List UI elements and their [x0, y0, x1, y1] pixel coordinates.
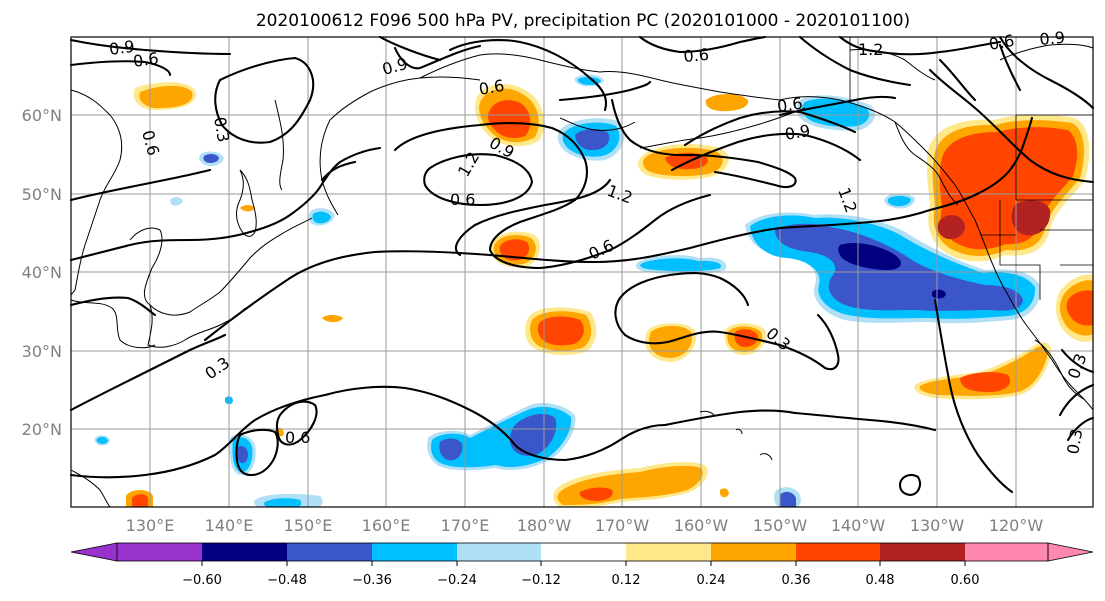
lon-label: 150°W [753, 516, 808, 535]
lon-label: 170°E [441, 516, 490, 535]
lon-label: 150°E [284, 516, 333, 535]
lon-label: 160°W [674, 516, 729, 535]
colorbar-segment [541, 543, 626, 561]
colorbar-tick-label: −0.60 [182, 573, 222, 588]
lon-label: 140°W [831, 516, 886, 535]
colorbar-tick-label: −0.12 [521, 573, 561, 588]
colorbar-segment [626, 543, 711, 561]
lat-label: 40°N [22, 263, 62, 282]
latitude-labels: 60°N 50°N 40°N 30°N 20°N [22, 106, 62, 439]
colorbar-tick-label: 0.12 [612, 573, 641, 588]
lat-label: 50°N [22, 185, 62, 204]
colorbar-segment [457, 543, 541, 561]
colorbar-segment [711, 543, 796, 561]
colorbar-segment [287, 543, 372, 561]
colorbar-tick-label: −0.36 [352, 573, 392, 588]
colorbar-tick-label: 0.36 [782, 573, 811, 588]
map-panel: 0.9 0.6 0.3 0.6 0.9 0.6 0.6 1.2 0.6 0.9 … [69, 28, 1095, 508]
lon-label: 160°E [362, 516, 411, 535]
lon-label: 140°E [205, 516, 254, 535]
contour-label: 0.6 [132, 49, 160, 71]
contour-label: 0.9 [783, 121, 811, 144]
political-borders [849, 37, 1093, 300]
lat-label: 20°N [22, 420, 62, 439]
figure-title: 2020100612 F096 500 hPa PV, precipitatio… [256, 11, 910, 31]
contour-label: 0.6 [285, 428, 310, 447]
contour-label: 0.6 [776, 94, 804, 116]
colorbar-tick-label: −0.24 [437, 573, 477, 588]
colorbar-tick-label: 0.24 [697, 573, 726, 588]
contour-label: 0.3 [1063, 427, 1086, 455]
lon-label: 130°E [126, 516, 175, 535]
colorbar-extend-high [1047, 542, 1094, 562]
lat-label: 60°N [22, 106, 62, 125]
lon-label: 120°W [989, 516, 1044, 535]
colorbar-tick-label: −0.48 [267, 573, 307, 588]
colorbar-segment [880, 543, 965, 561]
lon-label: 130°W [910, 516, 965, 535]
longitude-labels: 130°E 140°E 150°E 160°E 170°E 180°W 170°… [126, 516, 1044, 535]
colorbar-tick-label: 0.48 [866, 573, 895, 588]
contour-label: 0.6 [450, 190, 475, 209]
colorbar-ticks [201, 561, 966, 566]
contour-label: 0.6 [683, 45, 710, 66]
lon-label: 180°W [517, 516, 572, 535]
contour-label: 0.9 [108, 37, 136, 59]
pv-contours [69, 35, 1095, 497]
colorbar-tick-label: 0.60 [951, 573, 980, 588]
precip-negative-shading [94, 74, 1041, 507]
contour-label: 0.9 [1039, 28, 1066, 49]
graticule [71, 37, 1093, 507]
colorbar: −0.60 −0.48 −0.36 −0.24 −0.12 0.12 0.24 … [70, 542, 1094, 588]
contour-label: 0.3 [210, 115, 233, 143]
contour-label: 0.6 [477, 76, 505, 99]
colorbar-segment [965, 543, 1048, 561]
colorbar-segment [117, 543, 202, 561]
colorbar-segment [372, 543, 457, 561]
lon-label: 170°W [595, 516, 650, 535]
lat-label: 30°N [22, 342, 62, 361]
colorbar-segment [202, 543, 287, 561]
contour-label: 1.2 [858, 40, 883, 59]
colorbar-extend-low [70, 542, 118, 562]
colorbar-segment [796, 543, 880, 561]
